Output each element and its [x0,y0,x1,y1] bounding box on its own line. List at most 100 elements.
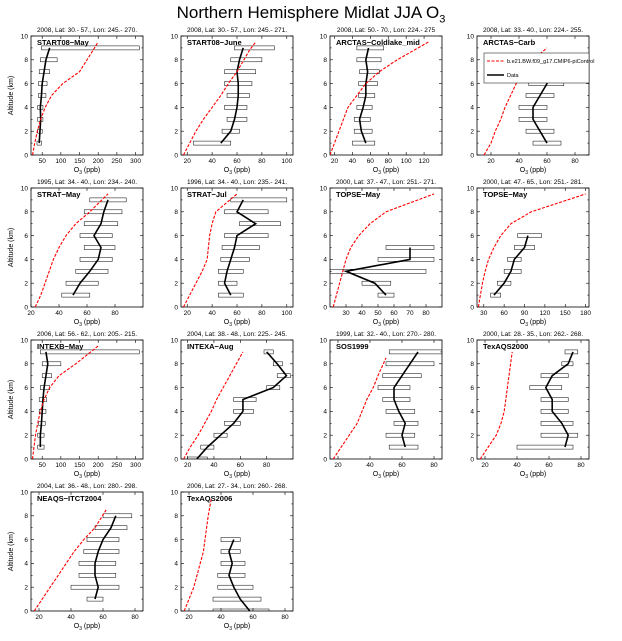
plot-area [330,41,429,155]
y-tick-label: 4 [470,105,474,112]
y-tick-label: 0 [323,456,327,463]
obs-range-box [377,257,435,262]
y-tick-label: 0 [174,304,178,311]
plot-frame [180,35,294,156]
y-tick-label: 2 [174,433,178,440]
y-tick-label: 10 [467,33,475,40]
x-tick-label: 60 [83,310,91,317]
y-tick-label: 10 [467,185,475,192]
x-tick-label: 20 [185,614,193,621]
panel-1: 2008, Lat: 30.- 57., Lon: 245.- 270. 0 2 4 6… [8,27,144,176]
obs-range-box [385,432,416,438]
campaign-label: START08−May [37,38,90,47]
y-tick-label: 10 [21,337,29,344]
plot-frame [476,339,590,460]
obs-range-box [564,349,579,355]
obs-line [39,351,49,448]
panel-header: 2000, Lat: 47.- 65., Lon: 251.- 281. [483,179,583,186]
x-tick-label: 50 [39,158,47,165]
plot-frame [30,187,144,308]
x-axis-label: O3 (ppb) [520,167,547,176]
plot-area [33,509,133,611]
x-tick-label: 40 [513,462,521,469]
x-axis-label: O3 (ppb) [74,319,101,328]
obs-range-box [83,549,120,554]
x-tick-label: 150 [560,310,571,317]
plot-area [31,345,140,459]
obs-range-box [230,197,288,203]
y-tick-label: 0 [24,456,28,463]
obs-range-box [540,397,569,402]
campaign-label: START08−June [187,38,242,47]
x-axis-label: O3 (ppb) [74,623,101,632]
x-axis-label: O3 (ppb) [224,623,251,632]
y-tick-label: 0 [24,152,28,159]
y-tick-label: 10 [171,489,179,496]
panel-4: 2008, Lat: 33.- 40., Lon: 224.- 255. 0 2 4 6… [467,27,595,176]
y-tick-label: 4 [24,409,28,416]
x-tick-label: 20 [184,158,192,165]
obs-range-box [193,140,232,146]
x-tick-label: 70 [406,310,414,317]
obs-range-box [388,349,442,355]
obs-line [343,247,411,296]
obs-range-box [212,596,262,602]
x-axis-label: O3 (ppb) [74,167,101,176]
plot-area [477,193,586,307]
y-tick-label: 2 [323,433,327,440]
x-tick-label: 60 [543,158,551,165]
obs-range-box [561,361,574,367]
x-tick-label: 40 [55,310,63,317]
panel-header: 2006, Lat: 56.- 62., Lon: 205.- 215. [37,331,137,338]
y-tick-label: 6 [323,385,327,392]
x-tick-label: 20 [184,310,192,317]
y-tick-label: 8 [24,57,28,64]
plot-frame [329,35,443,156]
obs-range-box [79,233,113,238]
panel-12: 2000, Lat: 28.- 35., Lon: 262.- 268. 0 2 4 6… [467,331,590,480]
obs-range-box [356,105,373,110]
panel-7: 2000, Lat: 37.- 47., Lon: 251.- 271. 0 2 4 6… [320,179,443,328]
obs-range-box [239,221,281,226]
model-line [34,193,109,307]
plot-area [183,497,270,611]
y-tick-label: 8 [174,361,178,368]
x-tick-label: 30 [480,310,488,317]
y-tick-label: 0 [24,608,28,615]
y-tick-label: 6 [24,385,28,392]
y-tick-label: 6 [24,537,28,544]
x-axis-label: O3 (ppb) [520,319,547,328]
panel-10: 2004, Lat: 38.- 48., Lon: 225.- 245. 0 2 4 6… [171,331,294,480]
model-line [31,41,99,155]
obs-range-box [220,537,241,542]
panel-header: 1995, Lat: 34.- 40., Lon: 234.- 240. [37,179,137,186]
x-tick-label: 120 [539,310,550,317]
y-tick-label: 10 [21,185,29,192]
y-tick-label: 2 [470,281,474,288]
model-line [183,351,244,459]
x-tick-label: 100 [55,158,66,165]
campaign-label: STRAT−Jul [187,190,227,199]
x-tick-label: 80 [131,614,139,621]
obs-range-box [220,561,246,566]
plot-area [183,349,291,459]
obs-range-box [224,233,269,238]
x-tick-label: 80 [258,158,266,165]
x-tick-label: 60 [233,310,241,317]
x-tick-label: 100 [281,310,292,317]
x-tick-label: 40 [208,158,216,165]
obs-range-box [61,292,91,298]
y-tick-label: 8 [323,361,327,368]
x-tick-label: 180 [580,310,591,317]
x-tick-label: 50 [374,310,382,317]
y-axis-label: Altitude (km) [8,380,15,419]
obs-range-box [40,57,58,63]
obs-range-box [75,269,109,274]
y-tick-label: 6 [24,81,28,88]
plot-frame [180,187,294,308]
y-tick-label: 8 [470,361,474,368]
obs-range-box [517,233,542,238]
x-tick-label: 20 [334,462,342,469]
obs-range-box [359,69,380,74]
